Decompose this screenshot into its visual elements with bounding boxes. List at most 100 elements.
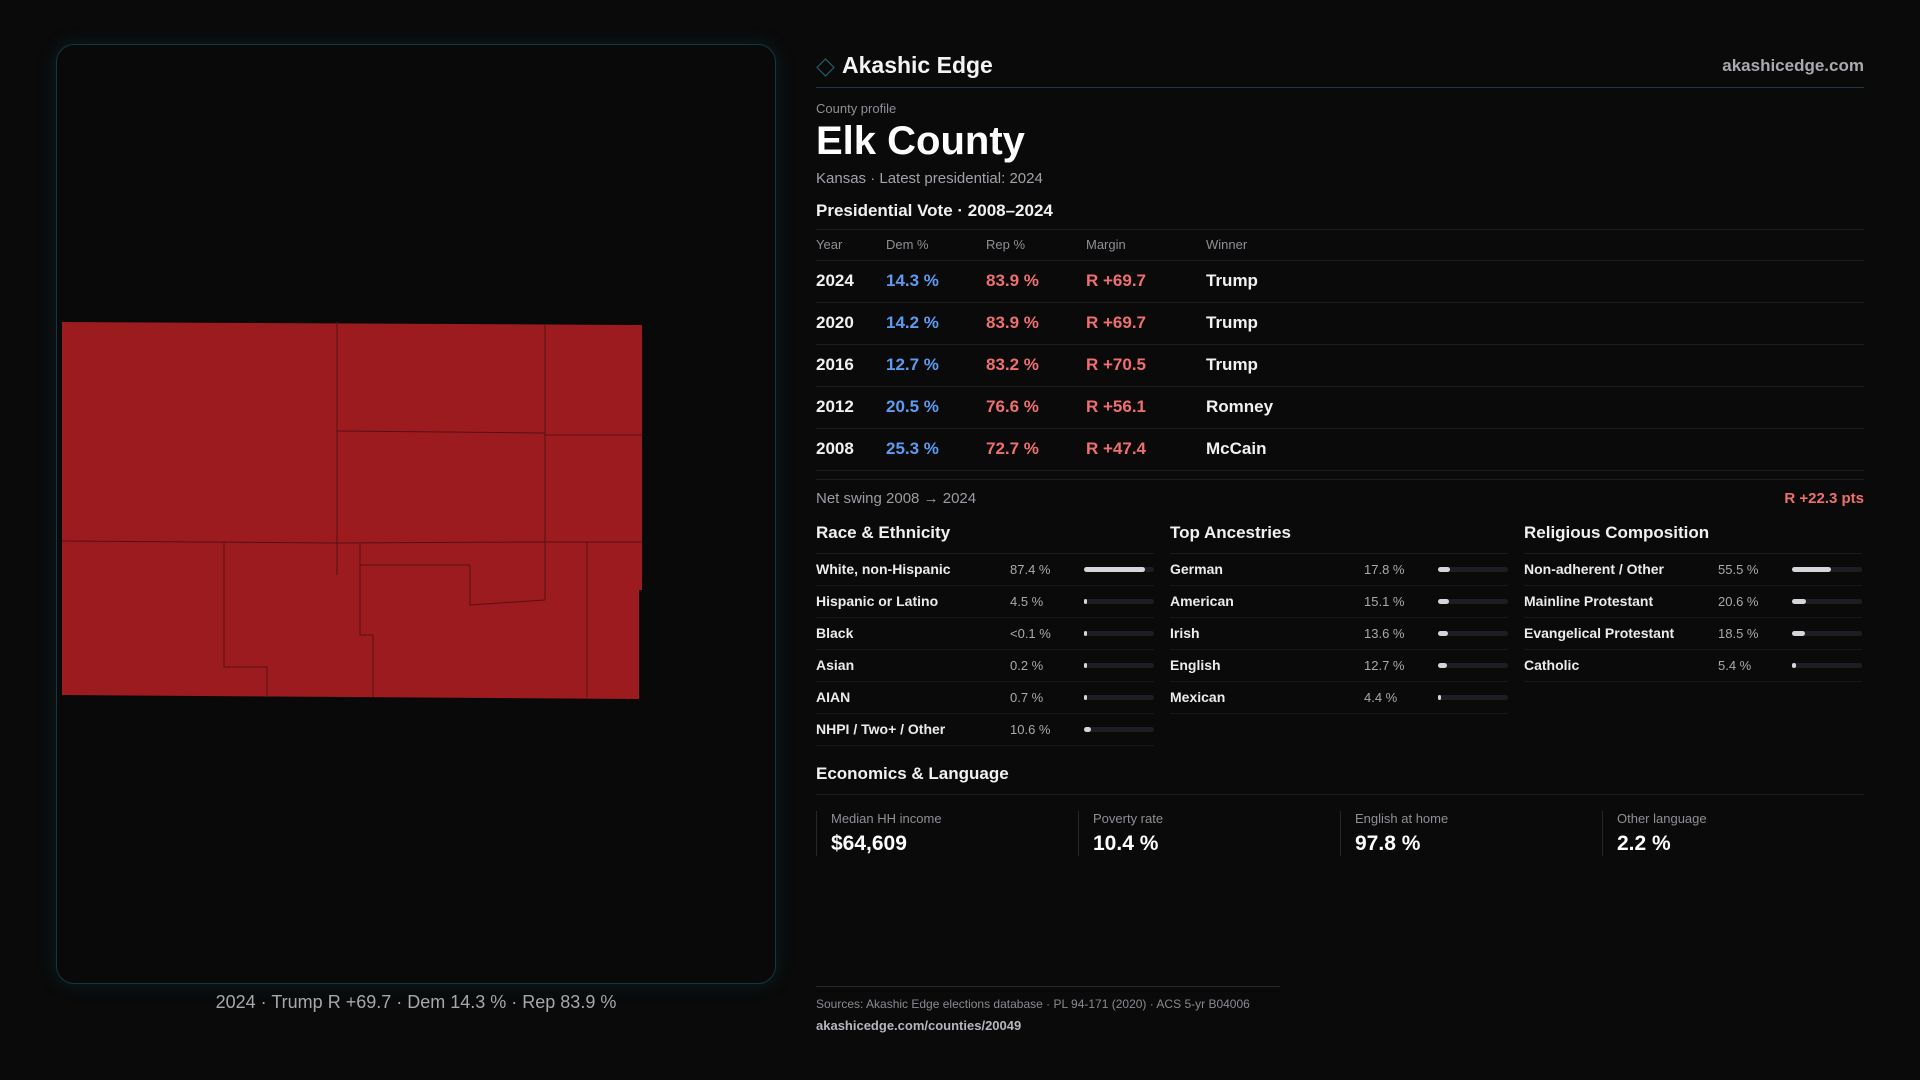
list-item: NHPI / Two+ / Other 10.6 % [816, 714, 1154, 746]
page-title: Elk County [816, 119, 1025, 163]
stat-label: Mainline Protestant [1524, 593, 1654, 609]
cell-year: 2016 [816, 344, 886, 387]
bar-fill [1438, 566, 1451, 572]
stat-label: American [1170, 593, 1234, 609]
cell-margin: R +69.7 [1086, 260, 1206, 303]
stat-label: Mexican [1170, 689, 1226, 705]
vote-table-header: Year Dem % Rep % Margin Winner [816, 230, 1864, 261]
bar-track [1792, 630, 1862, 636]
econ-english-at-home: English at home 97.8 % [1340, 810, 1602, 856]
county-url[interactable]: akashicedge.com/counties/20049 [816, 1018, 1022, 1033]
cell-rep: 72.7 % [986, 428, 1086, 471]
cell-dem: 14.3 % [886, 260, 986, 303]
econ-label: Other language [1617, 810, 1707, 826]
list-item: Irish 13.6 % [1170, 618, 1508, 650]
table-row: 2016 12.7 % 83.2 % R +70.5 Trump [816, 344, 1864, 387]
cell-rep: 83.2 % [986, 344, 1086, 387]
bar-fill [1792, 662, 1796, 668]
bar-track [1084, 566, 1154, 572]
bar-fill [1084, 630, 1087, 636]
stat-value: 0.7 % [1010, 689, 1044, 705]
econ-value: 97.8 % [1355, 831, 1421, 855]
stat-label: Irish [1170, 625, 1200, 641]
brand[interactable]: Akashic Edge [816, 52, 993, 79]
cell-winner: Romney [1206, 386, 1864, 429]
stat-value: 4.5 % [1010, 593, 1044, 609]
col-winner: Winner [1206, 230, 1864, 261]
stat-label: AIAN [816, 689, 851, 705]
table-row: 2012 20.5 % 76.6 % R +56.1 Romney [816, 386, 1864, 429]
vote-table: Year Dem % Rep % Margin Winner 2024 14.3… [816, 230, 1864, 471]
list-item: Evangelical Protestant 18.5 % [1524, 618, 1862, 650]
bar-fill [1084, 726, 1092, 732]
stat-label: Hispanic or Latino [816, 593, 939, 609]
diamond-icon [816, 58, 835, 77]
bar-track [1438, 694, 1508, 700]
cell-winner: Trump [1206, 302, 1864, 345]
religion-section: Religious Composition Non-adherent / Oth… [1524, 523, 1862, 746]
site-link[interactable]: akashicedge.com [1722, 55, 1864, 75]
bar-fill [1792, 566, 1831, 572]
sources-text: Sources: Akashic Edge elections database… [816, 997, 1250, 1011]
list-item: Black <0.1 % [816, 618, 1154, 650]
net-swing: Net swing 2008 → 2024 R +22.3 pts [816, 478, 1864, 507]
bar-track [1084, 694, 1154, 700]
composition-columns: Race & Ethnicity White, non-Hispanic 87.… [816, 523, 1864, 746]
table-row: 2008 25.3 % 72.7 % R +47.4 McCain [816, 428, 1864, 471]
bar-fill [1438, 694, 1442, 700]
cell-rep: 76.6 % [986, 386, 1086, 429]
stat-value: 0.2 % [1010, 657, 1044, 673]
stat-label: Evangelical Protestant [1524, 625, 1675, 641]
eyebrow: County profile [816, 101, 897, 116]
econ-value: 2.2 % [1617, 831, 1671, 855]
bar-fill [1084, 566, 1146, 572]
vote-section-title: Presidential Vote · 2008–2024 [816, 201, 1864, 230]
stat-value: 17.8 % [1364, 561, 1405, 577]
list-item: Catholic 5.4 % [1524, 650, 1862, 682]
race-section: Race & Ethnicity White, non-Hispanic 87.… [816, 523, 1154, 746]
stat-value: 18.5 % [1718, 625, 1759, 641]
bar-fill [1438, 662, 1447, 668]
econ-median-income: Median HH income $64,609 [816, 810, 1078, 856]
econ-poverty-rate: Poverty rate 10.4 % [1078, 810, 1340, 856]
cell-dem: 14.2 % [886, 302, 986, 345]
cell-dem: 25.3 % [886, 428, 986, 471]
econ-label: Poverty rate [1093, 810, 1164, 826]
list-item: Mexican 4.4 % [1170, 682, 1508, 714]
table-row: 2024 14.3 % 83.9 % R +69.7 Trump [816, 260, 1864, 303]
cell-year: 2024 [816, 260, 886, 303]
bar-fill [1792, 598, 1807, 604]
economics-cards: Median HH income $64,609 Poverty rate 10… [816, 810, 1864, 856]
county-map[interactable] [57, 45, 776, 984]
bar-track [1438, 566, 1508, 572]
list-item: Mainline Protestant 20.6 % [1524, 586, 1862, 618]
list-item: English 12.7 % [1170, 650, 1508, 682]
brand-name: Akashic Edge [842, 52, 993, 78]
bar-track [1084, 726, 1154, 732]
col-margin: Margin [1086, 230, 1206, 261]
bar-track [1438, 662, 1508, 668]
bar-track [1084, 630, 1154, 636]
econ-value: 10.4 % [1093, 831, 1159, 855]
table-row: 2020 14.2 % 83.9 % R +69.7 Trump [816, 302, 1864, 345]
stat-label: Non-adherent / Other [1524, 561, 1665, 577]
bar-track [1792, 598, 1862, 604]
stat-value: 15.1 % [1364, 593, 1405, 609]
bar-track [1438, 630, 1508, 636]
cell-winner: McCain [1206, 428, 1864, 471]
county-shape[interactable] [62, 322, 642, 699]
county-map-panel [56, 44, 776, 984]
net-swing-label: Net swing 2008 → 2024 [816, 489, 977, 507]
stat-label: Catholic [1524, 657, 1580, 673]
col-year: Year [816, 230, 886, 261]
ancestry-title: Top Ancestries [1170, 523, 1508, 554]
bar-track [1792, 662, 1862, 668]
bar-fill [1084, 694, 1087, 700]
bar-fill [1084, 598, 1088, 604]
list-item: Non-adherent / Other 55.5 % [1524, 554, 1862, 586]
cell-year: 2020 [816, 302, 886, 345]
header: Akashic Edge akashicedge.com [816, 44, 1864, 88]
bar-track [1084, 598, 1154, 604]
econ-value: $64,609 [831, 831, 907, 855]
cell-rep: 83.9 % [986, 302, 1086, 345]
